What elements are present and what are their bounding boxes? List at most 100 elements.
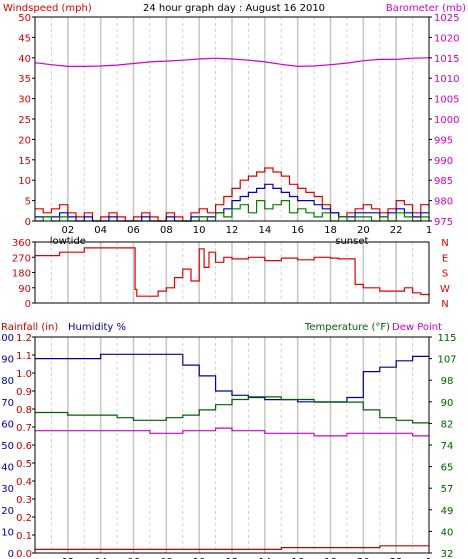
- p3-xtick-end: 1: [426, 557, 432, 559]
- rain-tick-0.9: 0.9: [16, 387, 32, 398]
- rain-tick-0.1: 0.1: [16, 531, 32, 542]
- rain-tick-0.5: 0.5: [16, 459, 32, 470]
- temperature-tick-82: 82: [441, 419, 454, 430]
- barometer-tick-1025: 1025: [434, 13, 459, 24]
- p1-xtick-08: 08: [160, 225, 173, 236]
- p1-xtick-14: 14: [258, 225, 271, 236]
- humidity-tick-100: 100: [0, 333, 14, 344]
- rain-tick-0.6: 0.6: [16, 441, 32, 452]
- p3-frame: [34, 336, 430, 554]
- barometer-tick-1020: 1020: [434, 33, 459, 44]
- humidity-tick-50: 50: [1, 441, 14, 452]
- barometer-tick-990: 990: [434, 156, 453, 167]
- p1-xtick-end: 1: [426, 225, 432, 236]
- barometer-tick-995: 995: [434, 135, 453, 146]
- p3-xtick-04: 04: [94, 557, 107, 559]
- temperature-tick-49: 49: [441, 506, 454, 517]
- windspeed-tick-10: 10: [18, 176, 31, 187]
- humidity-temp-panel: Rainfall (in) Humidity % Temperature (°F…: [1, 322, 442, 333]
- rain-tick-1.2: 1.2: [16, 333, 32, 344]
- p1-xtick-12: 12: [226, 225, 239, 236]
- p3-xtick-18: 18: [324, 557, 337, 559]
- rain-tick-0.7: 0.7: [16, 423, 32, 434]
- rain-tick-1.0: 1.0: [16, 369, 32, 380]
- direction-tick-90: 90: [18, 284, 31, 295]
- rainfall-axis-label: Rainfall (in): [1, 322, 58, 333]
- compass-tick-0: N: [441, 238, 448, 249]
- windspeed-axis-label: Windspeed (mph): [3, 3, 92, 14]
- p1-xtick-16: 16: [291, 225, 304, 236]
- rain-tick-0.8: 0.8: [16, 405, 32, 416]
- temperature-tick-40: 40: [441, 527, 454, 538]
- dewpoint-series: [35, 427, 429, 437]
- temperature-tick-98: 98: [441, 376, 454, 387]
- p3-xtick-14: 14: [258, 557, 271, 559]
- direction-tick-180: 180: [12, 269, 31, 280]
- p1-xtick-10: 10: [193, 225, 206, 236]
- direction-tick-270: 270: [12, 253, 31, 264]
- p3-xtick-12: 12: [226, 557, 239, 559]
- p3-xtick-08: 08: [160, 557, 173, 559]
- windspeed-tick-5: 5: [25, 197, 31, 208]
- windspeed-tick-15: 15: [18, 156, 31, 167]
- humidity-tick-30: 30: [1, 484, 14, 495]
- wind-baro-panel: 24 hour graph day : August 16 2010 Winds…: [3, 3, 466, 14]
- direction-tick-0: 0: [25, 299, 31, 310]
- p3-xtick-10: 10: [193, 557, 206, 559]
- rain-tick-0.2: 0.2: [16, 513, 32, 524]
- barometer-axis-label: Barometer (mb): [386, 3, 466, 14]
- humidity-tick-80: 80: [1, 376, 14, 387]
- p3-xtick-22: 22: [390, 557, 403, 559]
- windspeed-tick-45: 45: [18, 33, 31, 44]
- p3-xtick-16: 16: [291, 557, 304, 559]
- p1-xtick-02: 02: [61, 225, 74, 236]
- p3-xtick-20: 20: [357, 557, 370, 559]
- humidity-tick-20: 20: [1, 506, 14, 517]
- humidity-tick-60: 60: [1, 419, 14, 430]
- p1-xtick-22: 22: [390, 225, 403, 236]
- windspeed-tick-40: 40: [18, 54, 31, 65]
- windspeed-tick-35: 35: [18, 74, 31, 85]
- rain-tick-0.0: 0.0: [16, 549, 32, 559]
- barometer-tick-980: 980: [434, 197, 453, 208]
- compass-tick-2: S: [442, 269, 448, 280]
- direction-tick-360: 360: [12, 238, 31, 249]
- gust-series: [35, 167, 430, 222]
- humidity-tick-90: 90: [1, 355, 14, 366]
- p1-xtick-20: 20: [357, 225, 370, 236]
- barometer-tick-975: 975: [434, 217, 453, 228]
- humidity-tick-0: 0: [8, 549, 14, 559]
- p1-xtick-04: 04: [94, 225, 107, 236]
- barometer-tick-1015: 1015: [434, 54, 459, 65]
- p3-xtick-06: 06: [127, 557, 140, 559]
- compass-tick-3: W: [440, 284, 450, 295]
- temperature-tick-57: 57: [441, 484, 454, 495]
- temperature-series: [35, 396, 429, 424]
- barometer-tick-1000: 1000: [434, 115, 459, 126]
- rain-tick-1.1: 1.1: [16, 351, 32, 362]
- p1-frame: [34, 16, 430, 222]
- barometer-tick-985: 985: [434, 176, 453, 187]
- dewpoint-axis-label: Dew Point: [392, 322, 442, 333]
- humidity-tick-40: 40: [1, 463, 14, 474]
- rain-series: [35, 545, 429, 550]
- compass-tick-4: N: [441, 299, 448, 310]
- temperature-tick-107: 107: [437, 355, 456, 366]
- humidity-axis-label: Humidity %: [68, 322, 126, 333]
- windspeed-tick-20: 20: [18, 135, 31, 146]
- barometer-tick-1005: 1005: [434, 95, 459, 106]
- temperature-tick-65: 65: [441, 463, 454, 474]
- temperature-tick-74: 74: [441, 441, 454, 452]
- humidity-tick-70: 70: [1, 398, 14, 409]
- compass-tick-1: E: [442, 253, 448, 264]
- direction-series: [35, 247, 430, 297]
- windspeed-tick-25: 25: [18, 115, 31, 126]
- temperature-axis-label: Temperature (°F): [304, 322, 390, 333]
- windspeed-tick-50: 50: [18, 13, 31, 24]
- temperature-tick-90: 90: [441, 398, 454, 409]
- p1-xtick-18: 18: [324, 225, 337, 236]
- humidity-tick-10: 10: [1, 527, 14, 538]
- panel1-title: 24 hour graph day : August 16 2010: [143, 3, 325, 14]
- p3-xtick-02: 02: [61, 557, 74, 559]
